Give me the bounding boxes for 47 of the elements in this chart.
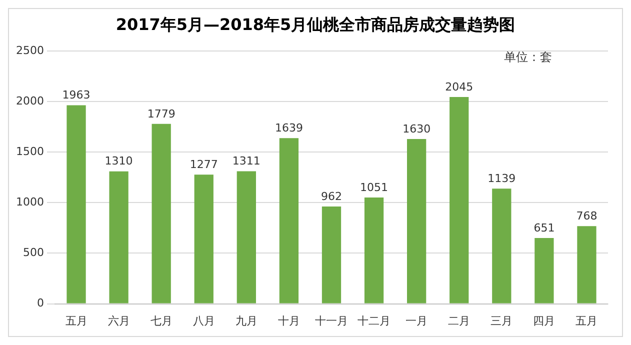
- bar: [577, 226, 596, 304]
- data-label: 1779: [147, 107, 176, 120]
- data-label: 1311: [232, 154, 260, 168]
- data-label: 2045: [445, 80, 474, 94]
- data-label: 962: [320, 190, 342, 203]
- x-tick-label: 八月: [192, 314, 215, 328]
- x-tick-label: 十一月: [314, 314, 348, 328]
- bar: [279, 138, 299, 304]
- data-label: 1630: [402, 122, 431, 136]
- bar: [236, 171, 256, 304]
- bar: [450, 97, 469, 304]
- x-tick-label: 十二月: [358, 314, 391, 328]
- y-tick-label: 2500: [16, 44, 44, 57]
- x-tick-label: 七月: [150, 314, 172, 328]
- chart-title: 2017年5月—2018年5月仙桃全市商品房成交量趋势图: [114, 14, 516, 36]
- data-label: 768: [576, 210, 598, 222]
- bar: [364, 198, 384, 304]
- data-label: 1139: [488, 172, 516, 185]
- data-label: 1639: [274, 121, 303, 134]
- x-tick-label: 三月: [490, 314, 513, 328]
- x-tick-label: 一月: [406, 314, 428, 328]
- y-tick-label: 1500: [16, 144, 44, 158]
- data-label: 1310: [104, 154, 133, 168]
- bar: [152, 124, 171, 304]
- x-tick-label: 四月: [533, 314, 556, 328]
- data-label: 1051: [360, 180, 388, 194]
- bar: [534, 238, 554, 304]
- x-tick-label: 十月: [278, 314, 300, 328]
- bar: [322, 206, 342, 304]
- y-tick-label: 2000: [16, 94, 44, 108]
- data-label: 1277: [190, 158, 218, 172]
- bar: [194, 174, 214, 304]
- y-tick-label: 0: [36, 296, 44, 310]
- x-tick-label: 六月: [108, 314, 130, 328]
- bar: [109, 171, 128, 304]
- y-tick-label: 1000: [16, 196, 44, 209]
- x-tick-label: 九月: [235, 314, 258, 328]
- bar: [492, 188, 512, 304]
- annotation: 单位：套: [504, 49, 552, 66]
- y-tick-label: 500: [22, 246, 44, 260]
- x-tick-label: 五月: [65, 314, 88, 328]
- x-tick-label: 二月: [448, 314, 470, 328]
- x-tick-label: 五月: [576, 314, 598, 328]
- data-label: 651: [534, 221, 555, 234]
- bar: [407, 138, 426, 304]
- bar: [66, 105, 86, 304]
- data-label: 1963: [62, 88, 90, 102]
